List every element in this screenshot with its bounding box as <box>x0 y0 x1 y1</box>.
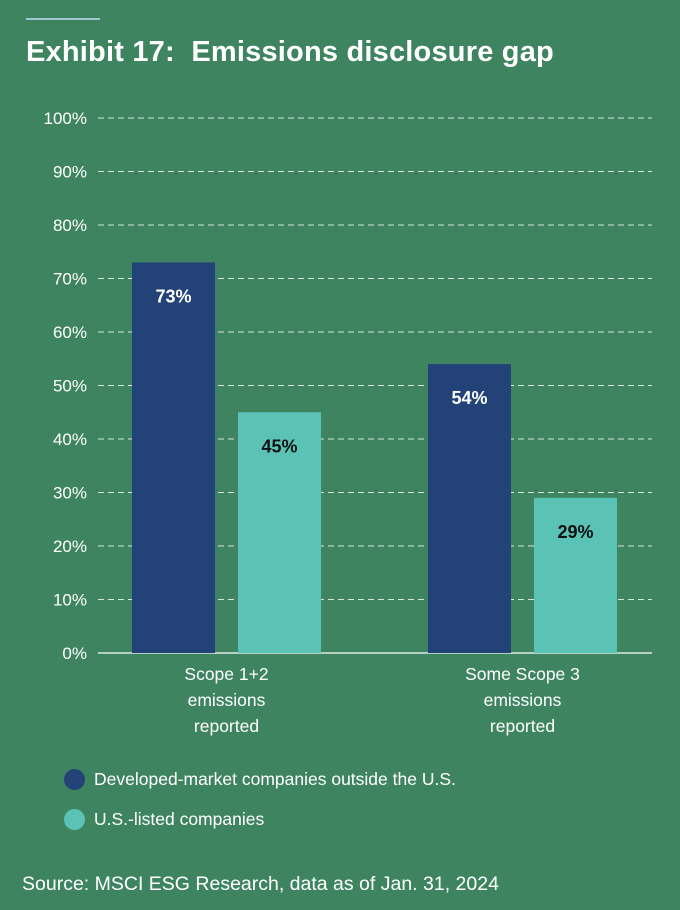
x-category-label: reported <box>490 716 555 736</box>
y-tick-label: 10% <box>53 591 87 610</box>
legend-swatch-us <box>64 809 85 830</box>
data-label: 29% <box>557 522 593 542</box>
legend-item-developed: Developed-market companies outside the U… <box>64 769 456 790</box>
x-category-label: Scope 1+2 <box>184 664 268 684</box>
bar-chart: 0% 10% 20% 30% 40% 50% 60% 70% 80% 90% 100% 73% 54% 4… <box>44 109 652 736</box>
legend-swatch-developed <box>64 769 85 790</box>
y-tick-label: 60% <box>53 323 87 342</box>
bar <box>238 412 321 653</box>
legend-label-us: U.S.-listed companies <box>94 809 265 829</box>
header-rule <box>26 18 100 20</box>
y-tick-label: 20% <box>53 537 87 556</box>
x-category-label: Some Scope 3 <box>465 664 580 684</box>
y-tick-label: 0% <box>62 644 87 663</box>
y-tick-label: 70% <box>53 270 87 289</box>
y-tick-label: 50% <box>53 377 87 396</box>
y-tick-label: 80% <box>53 216 87 235</box>
legend-item-us: U.S.-listed companies <box>64 809 264 830</box>
legend-label-developed: Developed-market companies outside the U… <box>94 769 456 789</box>
bar <box>132 262 215 653</box>
source-note: Source: MSCI ESG Research, data as of Ja… <box>22 873 499 895</box>
x-category-label: emissions <box>484 690 562 710</box>
x-category-label: reported <box>194 716 259 736</box>
data-label: 45% <box>261 436 297 456</box>
y-tick-label: 40% <box>53 430 87 449</box>
x-category-label: emissions <box>188 690 266 710</box>
data-label: 73% <box>155 286 191 306</box>
data-label: 54% <box>451 388 487 408</box>
y-tick-label: 90% <box>53 163 87 182</box>
bar <box>534 497 617 653</box>
chart-title: Exhibit 17: Emissions disclosure gap <box>26 36 554 68</box>
y-tick-label: 100% <box>44 109 87 128</box>
bar <box>428 364 511 653</box>
y-tick-label: 30% <box>53 484 87 503</box>
